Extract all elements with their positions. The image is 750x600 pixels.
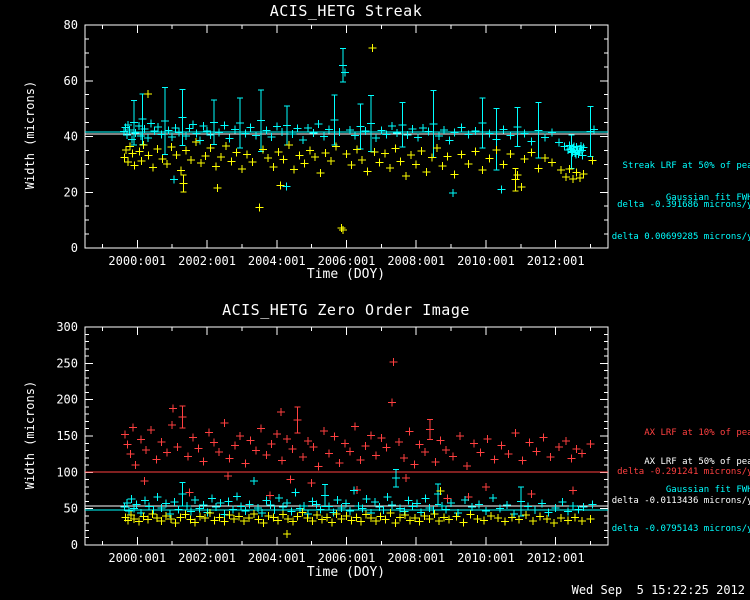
svg-text:80: 80	[64, 18, 78, 32]
svg-text:0: 0	[71, 538, 78, 552]
svg-text:2008:001: 2008:001	[387, 254, 445, 268]
series-ax-lrf-50pct	[120, 468, 597, 519]
zero-order-lrf50-annotation: AX LRF at 50% of peak delta -0.0113436 m…	[608, 430, 750, 534]
svg-text:300: 300	[56, 320, 78, 334]
zero-order-y-axis-label: Width (microns)	[23, 380, 37, 490]
svg-text:100: 100	[56, 465, 78, 479]
svg-text:250: 250	[56, 356, 78, 370]
svg-text:2012:001: 2012:001	[527, 254, 585, 268]
svg-text:2000:001: 2000:001	[108, 254, 166, 268]
annotation-label: AX LRF at 50% of peak	[644, 457, 750, 467]
svg-text:0: 0	[71, 241, 78, 255]
series-gaussian-fit-fwhm	[120, 43, 597, 235]
svg-text:2012:001: 2012:001	[527, 551, 585, 565]
annotation-delta: delta 0.00699285 microns/yr	[611, 232, 750, 242]
annotation-label: Streak LRF at 50% of peak	[622, 161, 750, 171]
svg-text:20: 20	[64, 185, 78, 199]
annotation-delta: delta -0.291241 microns/yr	[617, 467, 750, 477]
streak-y-axis-label: Width (microns)	[23, 80, 37, 190]
streak-gaussian-annotation: Gaussian fit FWHM delta 0.00699285 micro…	[608, 166, 750, 270]
svg-text:2004:001: 2004:001	[248, 254, 306, 268]
svg-text:2000:001: 2000:001	[108, 551, 166, 565]
series-streak-lrf-50pct	[120, 48, 599, 197]
svg-text:2010:001: 2010:001	[457, 254, 515, 268]
svg-text:2002:001: 2002:001	[178, 551, 236, 565]
svg-text:2002:001: 2002:001	[178, 254, 236, 268]
streak-chart-title: ACIS_HETG Streak	[269, 2, 423, 20]
svg-text:2010:001: 2010:001	[457, 551, 515, 565]
annotation-label: Gaussian fit FWHM	[665, 485, 750, 495]
chart-area-1: 2000:001 2002:001 2004:001 2006:001 2008:001…	[56, 320, 609, 565]
annotation-delta: delta -0.0795143 microns/yr	[611, 524, 750, 534]
zero-order-chart-title: ACIS_HETG Zero Order Image	[222, 301, 470, 319]
zero-order-lrf10-annotation: AX LRF at 10% of peak delta -0.291241 mi…	[608, 401, 750, 505]
svg-text:2006:001: 2006:001	[318, 551, 376, 565]
zero-order-gaussian-annotation: Gaussian fit FWHM delta -0.0795143 micro…	[608, 458, 750, 562]
series-ax-lrf-10pct	[121, 357, 595, 503]
streak-lrf-annotation: Streak LRF at 50% of peak delta -0.39168…	[608, 134, 750, 238]
annotation-delta: delta -0.391686 microns/yr	[617, 200, 750, 210]
svg-text:60: 60	[64, 74, 78, 88]
svg-text:40: 40	[64, 130, 78, 144]
svg-text:50: 50	[64, 502, 78, 516]
svg-text:200: 200	[56, 393, 78, 407]
annotation-label: AX LRF at 10% of peak	[644, 428, 750, 438]
svg-text:2008:001: 2008:001	[387, 551, 445, 565]
streak-x-axis-label: Time (DOY)	[306, 267, 386, 282]
svg-text:150: 150	[56, 429, 78, 443]
timestamp: Wed Sep 5 15:22:25 2012	[571, 583, 745, 597]
annotation-label: Gaussian fit FWHM	[665, 193, 750, 203]
chart-area-0: 2000:001 2002:001 2004:001 2006:001 2008:001…	[64, 18, 609, 268]
series-gaussian-fit-fwhm	[121, 487, 595, 539]
annotation-delta: delta -0.0113436 microns/yr	[611, 496, 750, 506]
svg-text:2006:001: 2006:001	[318, 254, 376, 268]
svg-text:2004:001: 2004:001	[248, 551, 306, 565]
zero-order-x-axis-label: Time (DOY)	[306, 565, 386, 580]
